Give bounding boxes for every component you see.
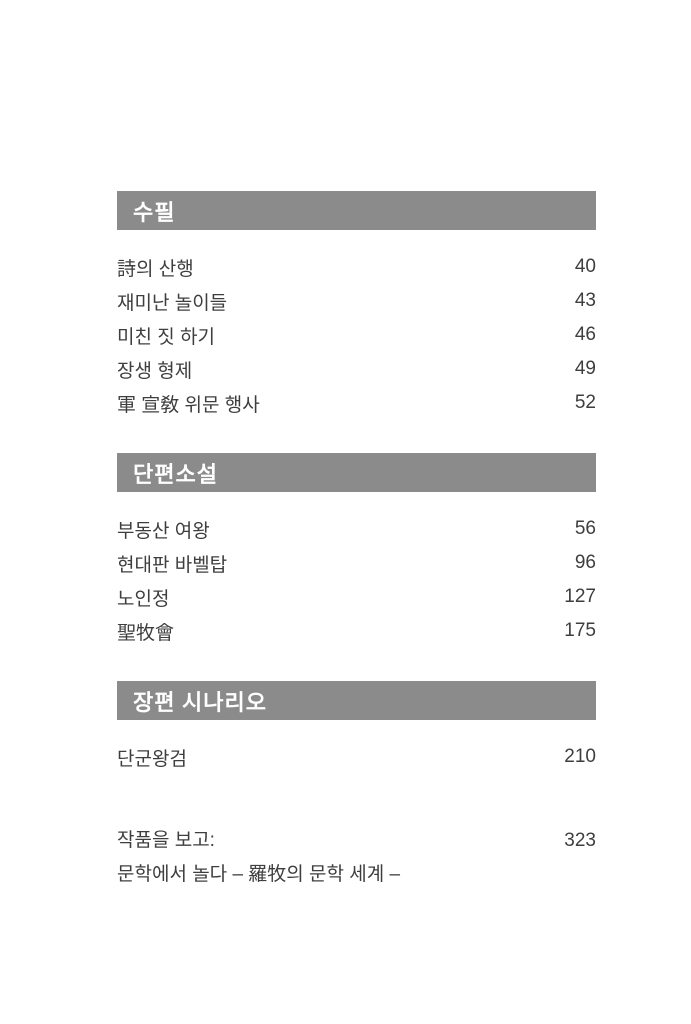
- toc-entry-row: 軍 宣敎 위문 행사 52: [117, 386, 596, 420]
- entry-title: 부동산 여왕: [117, 520, 210, 542]
- toc-entry-row: 聖牧會 175: [117, 614, 596, 648]
- entry-page-number: 43: [574, 290, 596, 311]
- footer-entry: 작품을 보고: 323: [117, 824, 596, 858]
- entry-page-number: 96: [574, 552, 596, 573]
- entry-title: 재미난 놀이들: [117, 292, 228, 314]
- section-header-bar: 수필: [117, 191, 596, 230]
- toc-section: 수필 詩의 산행 40 재미난 놀이들 43 미친 짓 하기 46 장생 형제 49 軍 宣敎 위…: [117, 191, 596, 420]
- toc-entry-row: 노인정 127: [117, 580, 596, 614]
- entry-title: 詩의 산행: [117, 258, 194, 280]
- footer-entry-title: 작품을 보고:: [117, 830, 215, 851]
- entry-page-number: 127: [564, 586, 596, 607]
- table-of-contents: 수필 詩의 산행 40 재미난 놀이들 43 미친 짓 하기 46 장생 형제 49 軍 宣敎 위…: [117, 191, 596, 892]
- entry-page-number: 52: [574, 392, 596, 413]
- footer-entry-subtitle: 문학에서 놀다 – 羅牧의 문학 세계 –: [117, 864, 401, 885]
- section-entries: 詩의 산행 40 재미난 놀이들 43 미친 짓 하기 46 장생 형제 49 軍 宣敎 위문 …: [117, 250, 596, 420]
- entry-title: 軍 宣敎 위문 행사: [117, 394, 260, 416]
- entry-page-number: 210: [564, 746, 596, 767]
- toc-entry-row: 장생 형제 49: [117, 352, 596, 386]
- entry-title: 단군왕검: [117, 748, 187, 770]
- entry-page-number: 175: [564, 620, 596, 641]
- entry-page-number: 40: [574, 256, 596, 277]
- toc-entry-row: 부동산 여왕 56: [117, 512, 596, 546]
- section-header-bar: 단편소설: [117, 453, 596, 492]
- toc-sections: 수필 詩의 산행 40 재미난 놀이들 43 미친 짓 하기 46 장생 형제 49 軍 宣敎 위…: [117, 191, 596, 774]
- entry-page-number: 46: [574, 324, 596, 345]
- section-entries: 부동산 여왕 56 현대판 바벨탑 96 노인정 127 聖牧會 175: [117, 512, 596, 648]
- entry-title: 노인정: [117, 588, 170, 610]
- toc-entry-row: 詩의 산행 40: [117, 250, 596, 284]
- section-entries: 단군왕검 210: [117, 740, 596, 774]
- entry-page-number: 49: [574, 358, 596, 379]
- toc-entry-row: 재미난 놀이들 43: [117, 284, 596, 318]
- entry-title: 聖牧會: [117, 622, 175, 644]
- entry-title: 미친 짓 하기: [117, 326, 215, 348]
- entry-title: 장생 형제: [117, 360, 193, 382]
- section-header-bar: 장편 시나리오: [117, 681, 596, 720]
- footer-entry-page-number: 323: [564, 830, 596, 851]
- entry-page-number: 56: [574, 518, 596, 539]
- toc-entry-row: 미친 짓 하기 46: [117, 318, 596, 352]
- toc-footer: 작품을 보고: 323 문학에서 놀다 – 羅牧의 문학 세계 –: [117, 824, 596, 892]
- toc-entry-row: 현대판 바벨탑 96: [117, 546, 596, 580]
- entry-title: 현대판 바벨탑: [117, 554, 228, 576]
- toc-entry-row: 단군왕검 210: [117, 740, 596, 774]
